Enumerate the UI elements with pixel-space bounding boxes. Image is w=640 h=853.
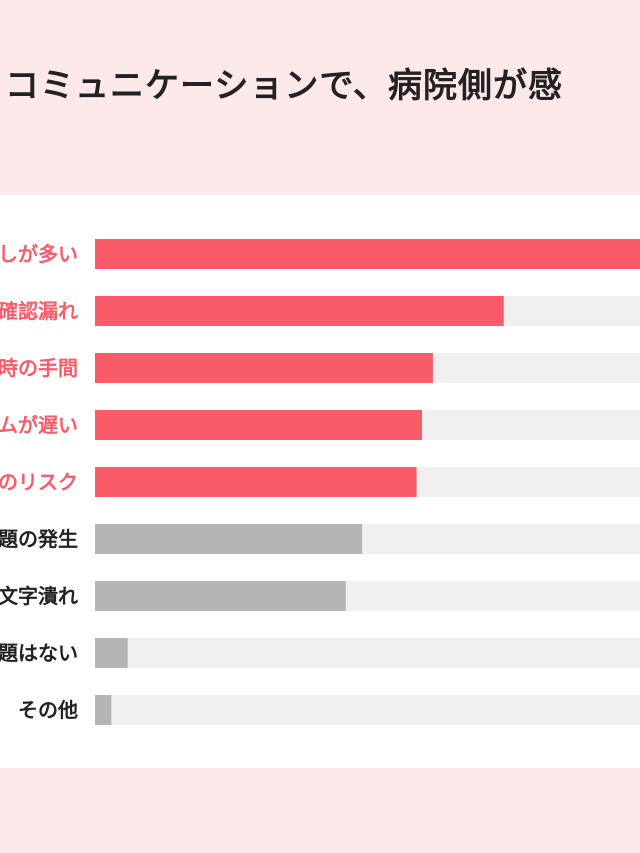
category-label: 題はない [0, 641, 78, 665]
chart-title: るコミュニケーションで、病院側が感 [0, 48, 640, 108]
bar-track [95, 695, 640, 725]
chart-panel: しが多い確認漏れ時の手間ムが遅いのリスク題の発生文字潰れ題はないその他 [0, 195, 640, 768]
bar [95, 353, 433, 383]
category-label: 文字潰れ [0, 584, 78, 608]
bar [95, 410, 422, 440]
category-label: ムが遅い [0, 413, 78, 437]
category-label: のリスク [0, 470, 78, 494]
category-label: 確認漏れ [0, 299, 78, 323]
chart-title-text: るコミュニケーションで、病院側が感 [0, 66, 563, 106]
category-label: 題の発生 [0, 527, 78, 551]
bar [95, 524, 363, 554]
bar [95, 638, 128, 668]
bar [95, 467, 417, 497]
bar [95, 695, 112, 725]
bar [95, 296, 504, 326]
bar-track [95, 638, 640, 668]
category-label: その他 [18, 698, 78, 722]
bar [95, 239, 640, 269]
category-label: 時の手間 [0, 356, 78, 380]
bar [95, 581, 346, 611]
category-label: しが多い [0, 242, 78, 266]
